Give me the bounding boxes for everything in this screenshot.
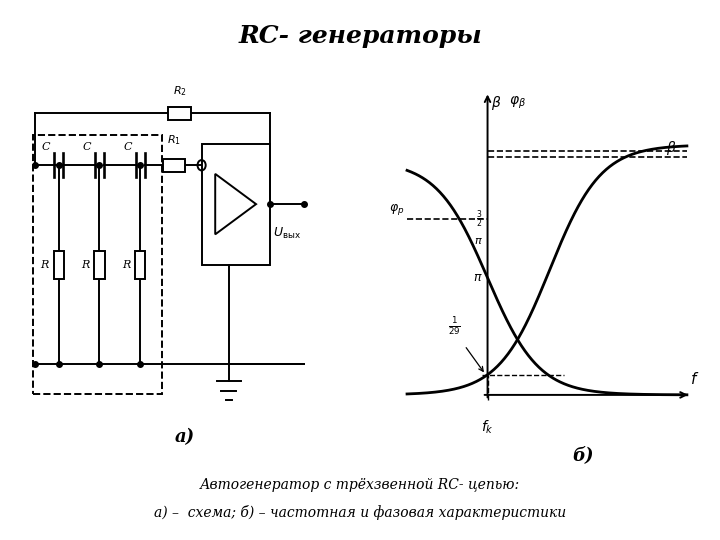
Text: $\varphi_p$: $\varphi_p$ [389,201,404,217]
Text: $\pi$: $\pi$ [474,235,483,246]
Text: $\beta$: $\beta$ [490,94,501,112]
Text: $U_\mathrm{вых}$: $U_\mathrm{вых}$ [273,226,301,241]
Text: а) –  схема; б) – частотная и фазовая характеристики: а) – схема; б) – частотная и фазовая хар… [154,505,566,520]
Text: $\beta$: $\beta$ [666,139,676,157]
Text: C: C [82,142,91,152]
Text: а): а) [174,428,194,446]
Text: C: C [42,142,50,152]
Text: б): б) [572,446,594,464]
Bar [163,159,186,172]
Bar [168,107,191,120]
Bar [202,144,270,265]
Text: $f_k$: $f_k$ [481,419,494,436]
Text: R: R [122,260,130,269]
Text: $\frac{3}{2}$: $\frac{3}{2}$ [476,208,483,230]
Text: Автогенератор с трёхзвенной RC- цепью:: Автогенератор с трёхзвенной RC- цепью: [200,478,520,492]
Bar [33,135,163,394]
Bar [94,251,104,279]
Bar [53,251,64,279]
Text: RC- генераторы: RC- генераторы [238,24,482,48]
Text: $\frac{1}{29}$: $\frac{1}{29}$ [449,315,462,338]
Text: $f$: $f$ [690,371,699,387]
Text: R: R [40,260,48,269]
Text: $\varphi_\beta$: $\varphi_\beta$ [508,94,526,111]
Text: R: R [81,260,89,269]
Bar [135,251,145,279]
Text: $R_1$: $R_1$ [167,133,181,147]
Text: $R_2$: $R_2$ [173,84,186,98]
Text: $\pi$: $\pi$ [473,271,483,285]
Text: C: C [123,142,132,152]
